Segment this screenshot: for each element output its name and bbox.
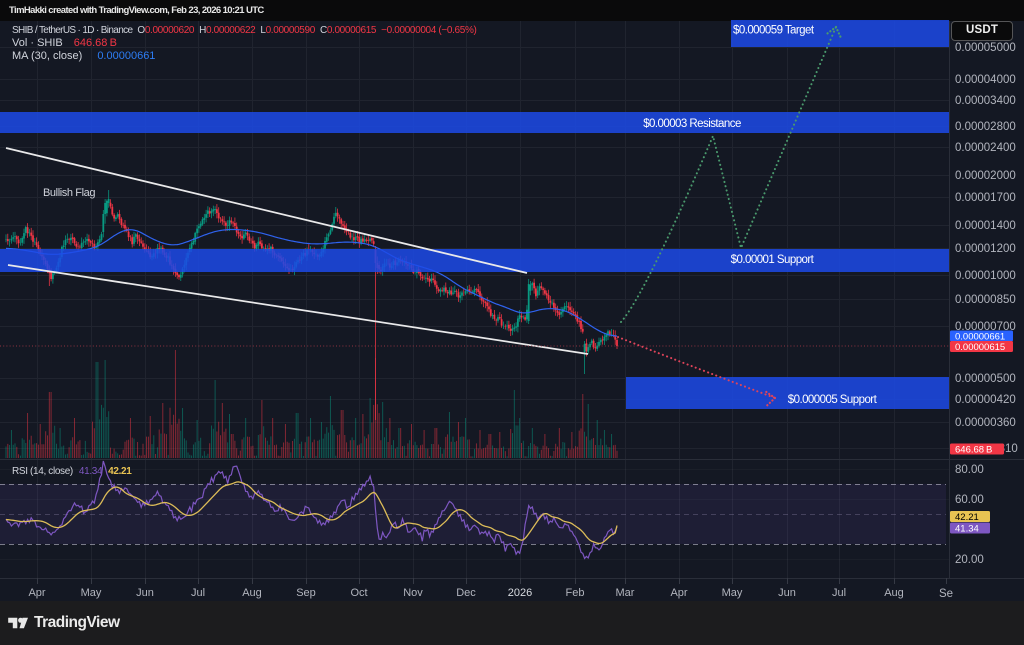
svg-text:Apr: Apr bbox=[670, 587, 687, 599]
svg-text:Oct: Oct bbox=[350, 587, 367, 599]
svg-text:2026: 2026 bbox=[508, 587, 532, 599]
svg-text:Apr: Apr bbox=[28, 587, 45, 599]
svg-text:$0.00001 Support: $0.00001 Support bbox=[731, 254, 815, 266]
svg-text:$0.000005 Support: $0.000005 Support bbox=[788, 394, 878, 406]
svg-text:20.00: 20.00 bbox=[955, 554, 984, 566]
svg-text:0.00000700: 0.00000700 bbox=[955, 321, 1016, 333]
svg-text:May: May bbox=[81, 587, 102, 599]
svg-text:0.00000661: 0.00000661 bbox=[955, 331, 1005, 342]
svg-text:42.21: 42.21 bbox=[955, 512, 979, 523]
svg-text:Jun: Jun bbox=[136, 587, 154, 599]
svg-text:Jul: Jul bbox=[832, 587, 846, 599]
svg-text:0.00004000: 0.00004000 bbox=[955, 74, 1016, 86]
svg-text:646.68 B: 646.68 B bbox=[955, 444, 992, 455]
svg-text:41.34: 41.34 bbox=[955, 523, 979, 534]
svg-text:0.00000420: 0.00000420 bbox=[955, 394, 1016, 406]
svg-text:0.00002000: 0.00002000 bbox=[955, 170, 1016, 182]
svg-text:Aug: Aug bbox=[242, 587, 262, 599]
svg-text:Jun: Jun bbox=[778, 587, 796, 599]
svg-text:Bullish Flag: Bullish Flag bbox=[43, 187, 95, 199]
svg-text:Aug: Aug bbox=[884, 587, 904, 599]
svg-text:0.00001200: 0.00001200 bbox=[955, 243, 1016, 255]
svg-text:0.00000360: 0.00000360 bbox=[955, 417, 1016, 429]
svg-text:60.00: 60.00 bbox=[955, 494, 984, 506]
svg-text:Nov: Nov bbox=[403, 587, 423, 599]
svg-text:0.00005000: 0.00005000 bbox=[955, 42, 1016, 54]
svg-text:Dec: Dec bbox=[456, 587, 476, 599]
svg-text:Sep: Sep bbox=[296, 587, 316, 599]
svg-text:0.00000615: 0.00000615 bbox=[955, 342, 1005, 353]
svg-text:80.00: 80.00 bbox=[955, 464, 984, 476]
svg-text:0.00002800: 0.00002800 bbox=[955, 121, 1016, 133]
svg-text:Feb: Feb bbox=[566, 587, 585, 599]
svg-text:May: May bbox=[722, 587, 743, 599]
svg-text:0.00001700: 0.00001700 bbox=[955, 192, 1016, 204]
svg-text:0.00000500: 0.00000500 bbox=[955, 373, 1016, 385]
svg-text:0.00001000: 0.00001000 bbox=[955, 270, 1016, 282]
svg-text:$0.00003 Resistance: $0.00003 Resistance bbox=[643, 118, 741, 130]
svg-text:$0.000059 Target: $0.000059 Target bbox=[733, 25, 815, 37]
svg-text:Mar: Mar bbox=[616, 587, 635, 599]
svg-text:0.00000850: 0.00000850 bbox=[955, 294, 1016, 306]
svg-text:0.00003400: 0.00003400 bbox=[955, 95, 1016, 107]
svg-text:0.00002400: 0.00002400 bbox=[955, 142, 1016, 154]
svg-text:0.00001400: 0.00001400 bbox=[955, 220, 1016, 232]
svg-text:Jul: Jul bbox=[191, 587, 205, 599]
svg-text:Se: Se bbox=[939, 588, 953, 600]
